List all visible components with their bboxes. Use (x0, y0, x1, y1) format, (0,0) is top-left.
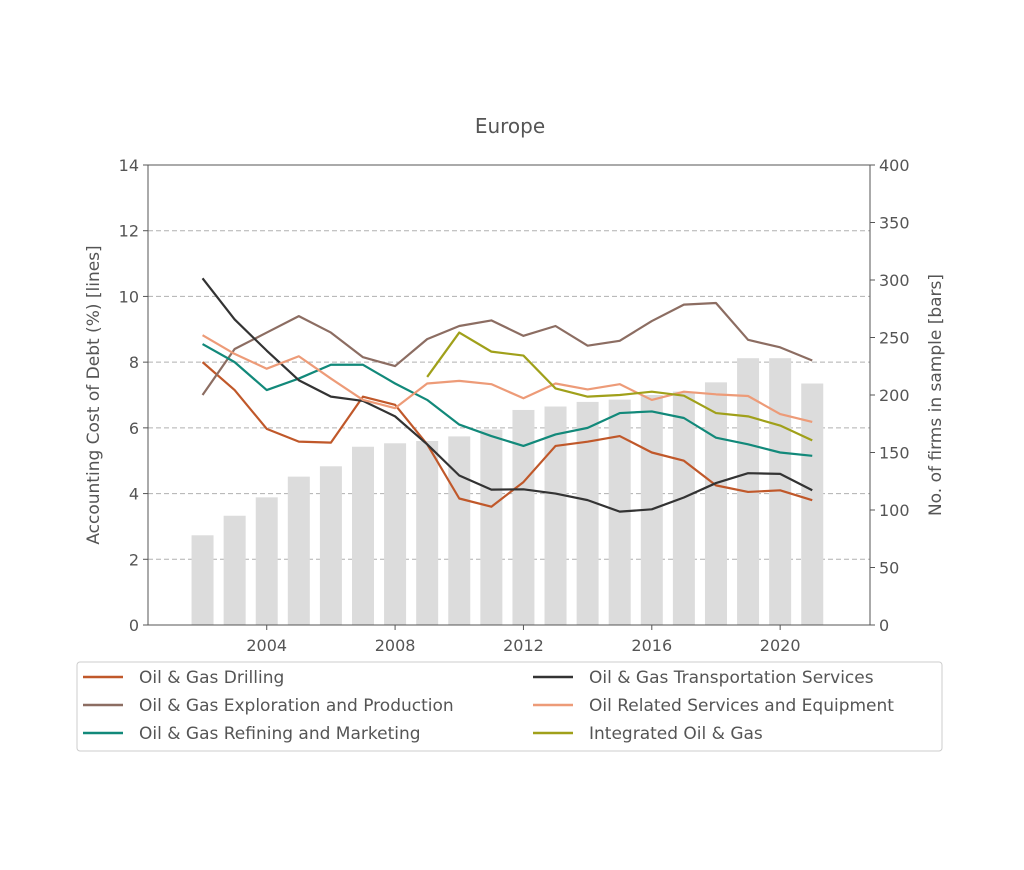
series-line (201, 334, 813, 424)
y2-tick-label: 400 (879, 156, 910, 175)
sample-size-bar (255, 497, 278, 625)
sample-size-bar (576, 401, 599, 625)
sample-size-bar (544, 406, 567, 625)
y2-tick-label: 150 (879, 444, 910, 463)
legend-label: Oil Related Services and Equipment (589, 696, 894, 716)
y-tick-label: 0 (129, 616, 139, 635)
y2-tick-label: 200 (879, 386, 910, 405)
y-tick-label: 10 (119, 287, 139, 306)
legend-label: Oil & Gas Refining and Marketing (139, 724, 421, 744)
legend-label: Oil & Gas Exploration and Production (139, 696, 454, 716)
y-tick-label: 2 (129, 550, 139, 569)
sample-size-bar (704, 382, 727, 625)
x-tick-label: 2020 (760, 636, 801, 655)
y-tick-label: 4 (129, 485, 139, 504)
series-line (201, 361, 813, 508)
sample-size-bar (416, 441, 439, 625)
y-tick-label: 12 (119, 222, 139, 241)
sample-size-bar (319, 466, 342, 625)
legend-label: Integrated Oil & Gas (589, 724, 763, 744)
sample-size-bar (480, 429, 503, 625)
x-tick-label: 2004 (246, 636, 287, 655)
legend-frame (76, 661, 943, 752)
x-tick-label: 2016 (631, 636, 672, 655)
y2-tick-label: 250 (879, 329, 910, 348)
series-line (426, 331, 813, 442)
y2-tick-label: 50 (879, 559, 899, 578)
legend-label: Oil & Gas Transportation Services (589, 668, 874, 688)
axes: 0 2 4 6 8 10 12 14 0 50 100 150 200 250 300 350 400 2004 2… (119, 156, 910, 655)
sample-size-bar (191, 535, 214, 625)
series-line (202, 343, 813, 457)
cost-of-debt-lines (201, 277, 813, 513)
y-tick-label: 8 (129, 353, 139, 372)
legend-label: Oil & Gas Drilling (139, 668, 284, 688)
y2-tick-label: 0 (879, 616, 889, 635)
y-tick-label: 6 (129, 419, 139, 438)
sample-size-bar (384, 443, 407, 625)
chart-title: Europe (475, 114, 545, 138)
y2-tick-label: 300 (879, 271, 910, 290)
sample-size-bar (801, 383, 824, 625)
y-axis-label-right: No. of firms in sample [bars] (926, 274, 946, 516)
series-line (201, 301, 813, 396)
sample-size-bar (672, 391, 695, 625)
series-line (201, 277, 813, 513)
sample-size-bar (223, 515, 246, 625)
sample-size-bar (287, 476, 310, 625)
sample-size-bars (191, 358, 824, 625)
y-axis-label-left: Accounting Cost of Debt (%) [lines] (84, 245, 104, 544)
y2-tick-label: 100 (879, 501, 910, 520)
sample-size-bar (512, 409, 535, 625)
sample-size-bar (351, 446, 374, 625)
x-tick-label: 2008 (375, 636, 416, 655)
legend: Oil & Gas Drilling Oil & Gas Exploration … (76, 661, 943, 752)
y-tick-label: 14 (119, 156, 139, 175)
y2-tick-label: 350 (879, 214, 910, 233)
x-tick-label: 2012 (503, 636, 544, 655)
sample-size-bar (448, 436, 471, 625)
